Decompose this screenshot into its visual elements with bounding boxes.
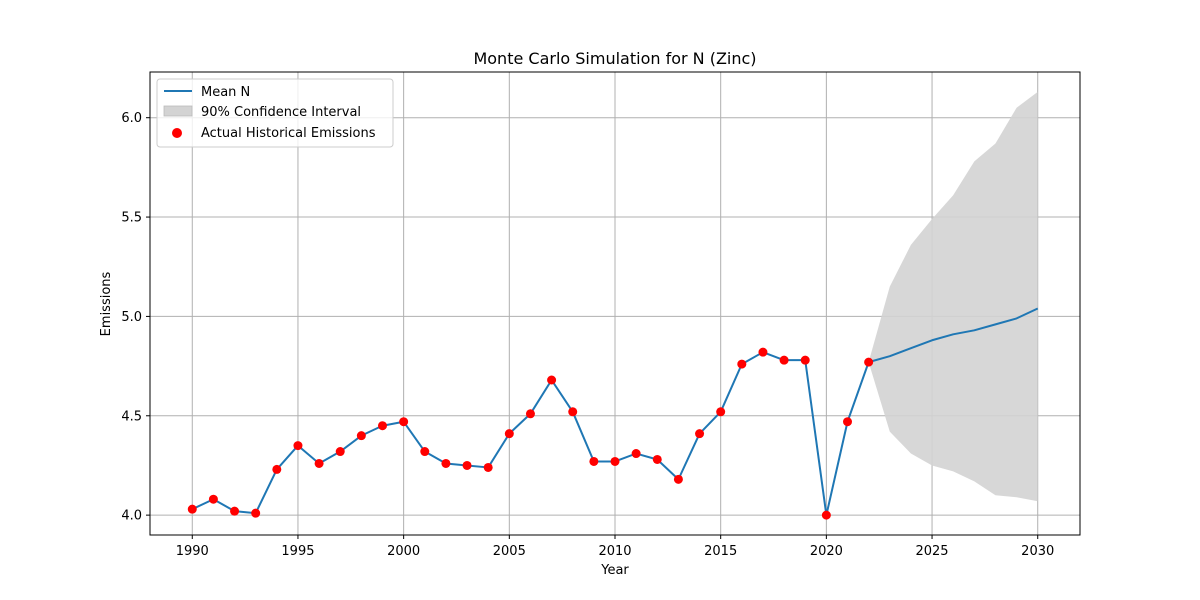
- historical-point: [462, 460, 472, 470]
- historical-point: [399, 417, 409, 427]
- x-tick-label: 2010: [598, 544, 631, 559]
- x-tick-label: 2030: [1021, 544, 1054, 559]
- y-tick-label: 5.5: [121, 211, 142, 226]
- y-axis: 4.0 4.5 5.0 5.5 6.0: [121, 111, 150, 524]
- x-axis-title: Year: [600, 563, 629, 578]
- historical-point: [335, 447, 345, 457]
- y-tick-label: 4.0: [121, 509, 142, 524]
- chart-title: Monte Carlo Simulation for N (Zinc): [473, 49, 756, 68]
- y-tick-label: 5.0: [121, 310, 142, 325]
- historical-point: [864, 357, 874, 367]
- historical-point: [589, 456, 599, 466]
- historical-point: [547, 375, 557, 385]
- x-tick-label: 2005: [493, 544, 526, 559]
- historical-point: [187, 504, 197, 514]
- historical-point: [293, 441, 303, 451]
- historical-point: [737, 359, 747, 369]
- legend: Mean N 90% Confidence Interval Actual Hi…: [156, 78, 394, 148]
- historical-point: [251, 508, 261, 518]
- legend-label-mean: Mean N: [201, 85, 250, 100]
- x-tick-label: 1990: [176, 544, 209, 559]
- historical-point: [695, 429, 705, 439]
- x-tick-label: 2015: [704, 544, 737, 559]
- historical-point: [314, 458, 324, 468]
- legend-box: [156, 78, 394, 148]
- y-axis-title: Emissions: [99, 271, 114, 336]
- confidence-band-layer: [868, 91, 1038, 502]
- historical-point: [208, 494, 218, 504]
- legend-label-interval: 90% Confidence Interval: [201, 105, 361, 120]
- historical-points-layer: [187, 347, 874, 520]
- legend-points-swatch: [172, 128, 182, 138]
- historical-point: [420, 447, 430, 457]
- historical-point: [610, 456, 620, 466]
- x-tick-label: 2000: [387, 544, 420, 559]
- x-tick-label: 2025: [915, 544, 948, 559]
- legend-interval-swatch: [163, 105, 193, 117]
- y-tick-label: 4.5: [121, 409, 142, 424]
- historical-point: [378, 421, 387, 431]
- legend-label-points: Actual Historical Emissions: [201, 126, 376, 141]
- plot-area: [149, 71, 1081, 536]
- historical-point: [525, 409, 535, 419]
- historical-point: [568, 407, 578, 417]
- x-tick-label: 2020: [810, 544, 843, 559]
- historical-point: [673, 474, 683, 484]
- historical-point: [800, 355, 810, 365]
- y-tick-label: 6.0: [121, 111, 142, 126]
- historical-point: [356, 431, 366, 441]
- historical-point: [631, 449, 641, 459]
- historical-point: [843, 417, 852, 427]
- historical-point: [272, 464, 282, 474]
- historical-point: [821, 510, 831, 520]
- historical-point: [716, 407, 726, 417]
- confidence-interval-band: [868, 91, 1038, 502]
- historical-point: [652, 454, 662, 464]
- historical-point: [758, 347, 768, 357]
- historical-point: [483, 462, 493, 472]
- historical-point: [230, 506, 240, 516]
- x-axis: 1990 1995 2000 2005 2010 2015 2020 2025 2030: [176, 535, 1054, 559]
- x-tick-label: 1995: [281, 544, 314, 559]
- historical-point: [441, 458, 451, 468]
- historical-point: [504, 429, 514, 439]
- historical-point: [779, 355, 789, 365]
